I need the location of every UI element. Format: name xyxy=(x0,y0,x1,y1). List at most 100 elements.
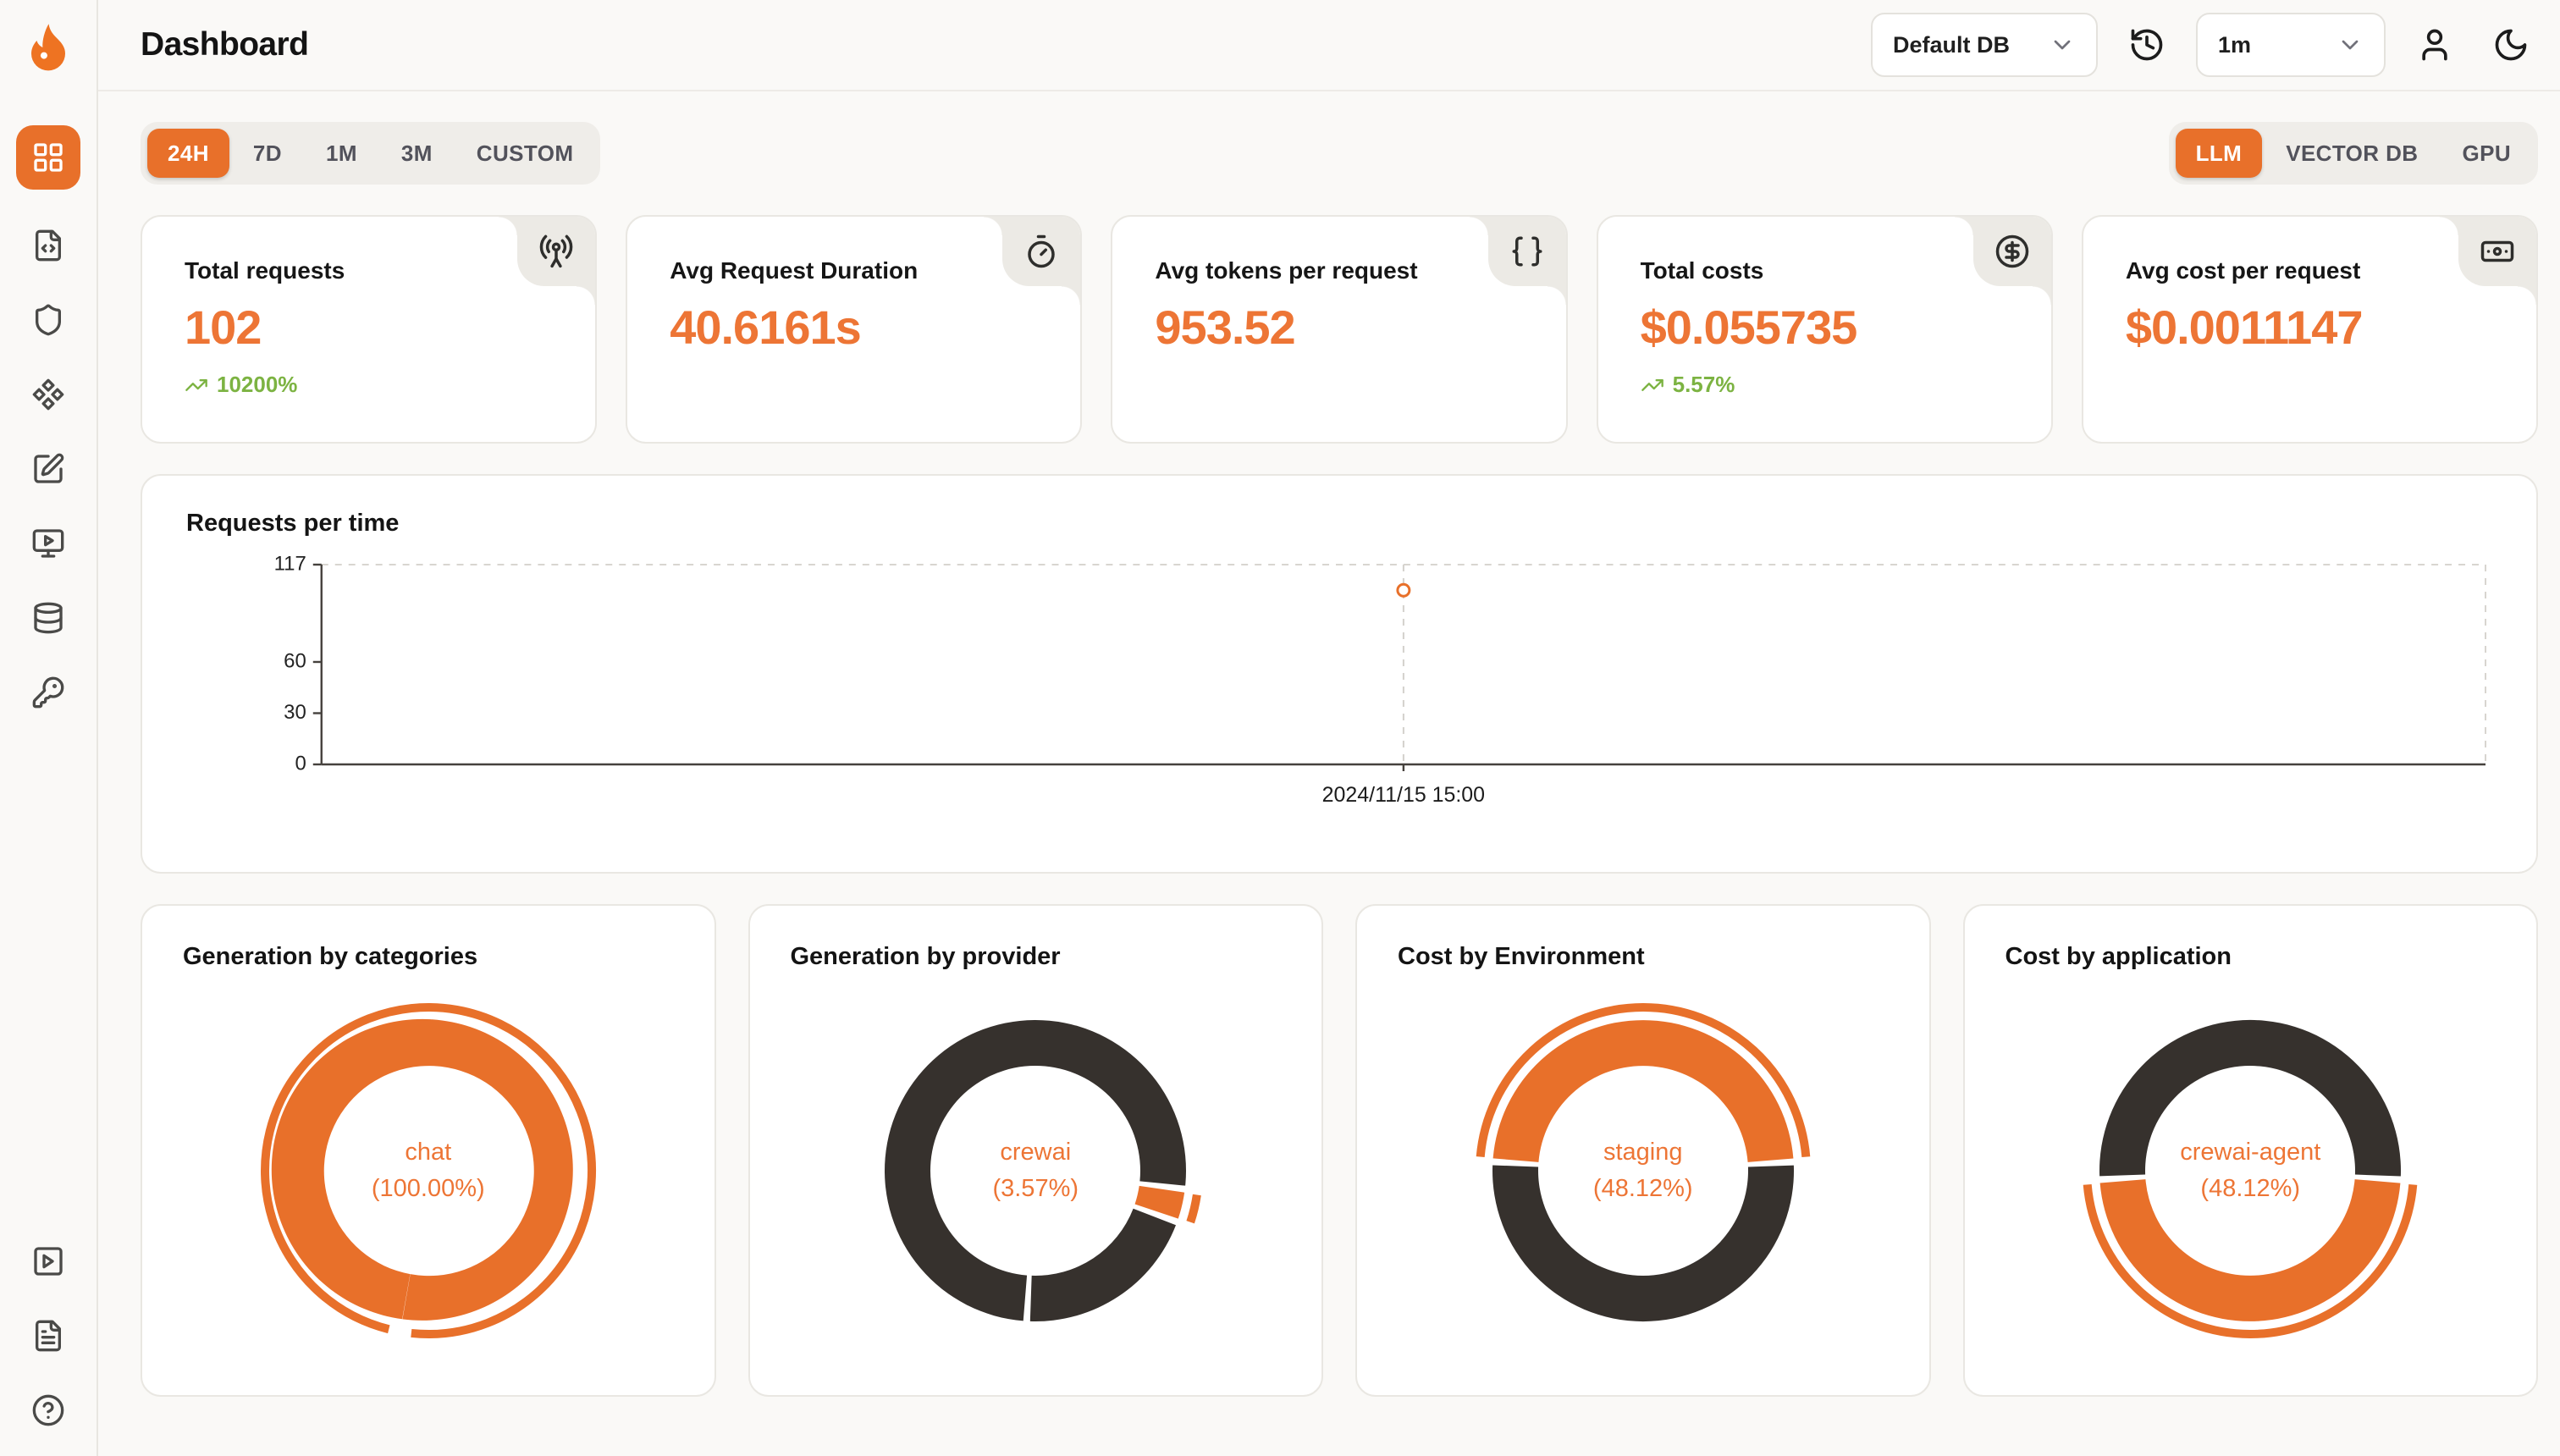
dashboard-content: 24H 7D 1M 3M CUSTOM LLM VECTOR DB GPU To… xyxy=(98,91,2560,1456)
stat-delta-value: 10200% xyxy=(217,372,298,397)
database-icon xyxy=(31,601,65,635)
donut-wrap: crewai (3.57%) xyxy=(866,1001,1205,1340)
stat-label: Total costs xyxy=(1640,257,1764,284)
db-select-value: Default DB xyxy=(1893,31,2011,58)
svg-text:0: 0 xyxy=(295,752,306,775)
interval-select-value: 1m xyxy=(2218,31,2252,58)
sidebar-item-guardrails[interactable] xyxy=(16,288,80,352)
chevron-down-icon xyxy=(2049,31,2076,58)
history-button[interactable] xyxy=(2120,18,2174,72)
sidebar-item-docs[interactable] xyxy=(16,1304,80,1368)
sidebar-item-help[interactable] xyxy=(16,1378,80,1442)
donut-title: Generation by provider xyxy=(790,943,1061,970)
stat-value: $0.055735 xyxy=(1640,301,1858,354)
donut-wrap: chat (100.00%) xyxy=(259,1001,598,1340)
stat-label: Total requests xyxy=(185,257,345,284)
svg-text:30: 30 xyxy=(284,701,306,724)
circle-dollar-icon xyxy=(1994,234,2030,269)
stat-icon-badge xyxy=(499,217,596,305)
stat-label: Avg Request Duration xyxy=(670,257,919,284)
stat-delta-value: 5.57% xyxy=(1672,372,1735,397)
stat-card-total-costs: Total costs $0.055735 5.57% xyxy=(1596,215,2053,444)
db-select[interactable]: Default DB xyxy=(1871,13,2098,77)
donut-card-provider: Generation by provider crewai (3.57%) xyxy=(748,904,1323,1397)
interval-select[interactable]: 1m xyxy=(2196,13,2386,77)
stat-label: Avg cost per request xyxy=(2125,257,2361,284)
mode-tabs: LLM VECTOR DB GPU xyxy=(2168,122,2538,185)
stat-value: 953.52 xyxy=(1155,301,1295,354)
tab-24h[interactable]: 24H xyxy=(147,129,229,178)
component-icon xyxy=(31,378,65,411)
history-icon xyxy=(2128,26,2166,63)
svg-text:60: 60 xyxy=(284,649,306,672)
stats-row: Total requests 102 10200% Avg Request Du… xyxy=(141,215,2539,444)
sidebar-item-annotations[interactable] xyxy=(16,437,80,501)
tab-7d[interactable]: 7D xyxy=(233,129,302,178)
circle-help-icon xyxy=(31,1393,65,1427)
stat-icon-badge xyxy=(984,217,1081,305)
stat-value: $0.0011147 xyxy=(2125,301,2364,354)
tabs-row: 24H 7D 1M 3M CUSTOM LLM VECTOR DB GPU xyxy=(141,122,2538,185)
layout-grid-icon xyxy=(31,141,65,174)
file-code-icon xyxy=(31,229,65,262)
donut-card-environment: Cost by Environment staging (48.12%) xyxy=(1355,904,1931,1397)
main-column: Dashboard Default DB 1m 24 xyxy=(98,0,2560,1456)
stat-delta: 5.57% xyxy=(1641,372,2021,398)
stat-value: 40.6161s xyxy=(670,301,862,354)
trending-up-icon xyxy=(185,373,208,397)
topbar-actions: Default DB 1m xyxy=(1871,13,2538,77)
app-logo[interactable] xyxy=(21,20,75,74)
requests-chart-card: Requests per time 0 30 60 117 2024/11/15 15:… xyxy=(141,474,2538,874)
sidebar xyxy=(0,0,98,1456)
sidebar-nav xyxy=(16,74,80,725)
requests-line-chart[interactable]: 0 30 60 117 2024/11/15 15:00 xyxy=(186,554,2492,819)
requests-chart-title: Requests per time xyxy=(186,510,400,537)
braces-icon xyxy=(1509,234,1545,269)
tab-3m[interactable]: 3M xyxy=(381,129,453,178)
stat-card-avg-cost: Avg cost per request $0.0011147 xyxy=(2081,215,2539,444)
donut-chart-environment[interactable] xyxy=(1474,1001,1812,1340)
sidebar-item-playground[interactable] xyxy=(16,511,80,576)
stat-icon-badge xyxy=(1954,217,2051,305)
user-icon xyxy=(2416,26,2453,63)
donut-title: Cost by Environment xyxy=(1398,943,1645,970)
topbar: Dashboard Default DB 1m xyxy=(98,0,2560,91)
sidebar-item-tutorials[interactable] xyxy=(16,1229,80,1293)
stat-icon-badge xyxy=(1469,217,1566,305)
tab-vector-db[interactable]: VECTOR DB xyxy=(2265,129,2438,178)
donut-chart-provider[interactable] xyxy=(866,1001,1205,1340)
sidebar-item-dashboard[interactable] xyxy=(16,125,80,190)
stat-icon-badge xyxy=(2440,217,2537,305)
donut-wrap: staging (48.12%) xyxy=(1474,1001,1812,1340)
key-icon xyxy=(31,676,65,709)
sidebar-item-integrations[interactable] xyxy=(16,362,80,427)
tab-1m[interactable]: 1M xyxy=(306,129,378,178)
sidebar-item-api-keys[interactable] xyxy=(16,660,80,725)
profile-button[interactable] xyxy=(2408,18,2462,72)
tab-gpu[interactable]: GPU xyxy=(2441,129,2531,178)
stat-card-avg-tokens: Avg tokens per request 953.52 xyxy=(1111,215,1568,444)
donut-chart-categories[interactable] xyxy=(259,1001,598,1340)
timer-icon xyxy=(1023,234,1059,269)
chevron-down-icon xyxy=(2337,31,2364,58)
banknote-icon xyxy=(2480,234,2515,269)
donut-title: Cost by application xyxy=(2005,943,2232,970)
tab-custom[interactable]: CUSTOM xyxy=(456,129,594,178)
time-range-tabs: 24H 7D 1M 3M CUSTOM xyxy=(141,122,601,185)
sidebar-item-datasets[interactable] xyxy=(16,586,80,650)
svg-text:117: 117 xyxy=(274,554,306,575)
monitor-play-icon xyxy=(31,527,65,560)
file-text-icon xyxy=(31,1319,65,1353)
radio-tower-icon xyxy=(538,234,574,269)
stat-delta: 10200% xyxy=(185,372,565,398)
moon-icon xyxy=(2492,26,2530,63)
donut-card-application: Cost by application crewai-agent (48.12%… xyxy=(1962,904,2538,1397)
sidebar-item-traces[interactable] xyxy=(16,213,80,278)
theme-toggle-button[interactable] xyxy=(2484,18,2538,72)
tab-llm[interactable]: LLM xyxy=(2175,129,2263,178)
stat-label: Avg tokens per request xyxy=(1155,257,1418,284)
page-title: Dashboard xyxy=(141,26,309,63)
donut-chart-application[interactable] xyxy=(2081,1001,2419,1340)
stat-card-total-requests: Total requests 102 10200% xyxy=(141,215,598,444)
trending-up-icon xyxy=(1641,373,1664,397)
